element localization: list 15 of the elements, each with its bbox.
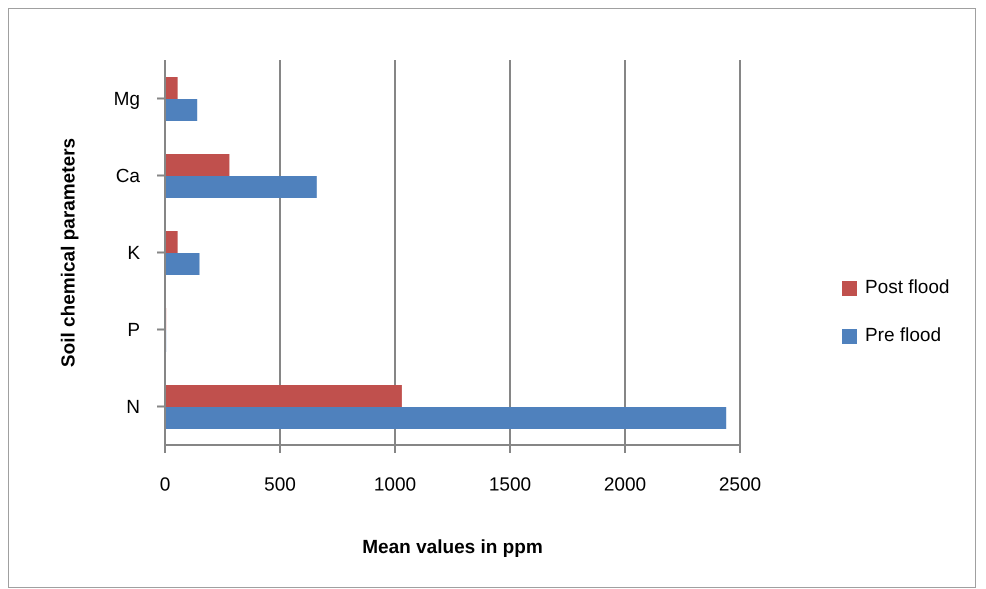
x-tick-label: 1000 — [374, 474, 416, 496]
y-tick-label: Ca — [116, 166, 140, 188]
y-axis-title: Soil chemical parameters — [58, 138, 80, 368]
x-tick-label: 2000 — [604, 474, 646, 496]
x-tick-label: 0 — [160, 474, 170, 496]
legend-label: Post flood — [865, 277, 950, 299]
x-tick-label: 1500 — [488, 474, 532, 496]
legend-label: Pre flood — [865, 325, 942, 347]
y-tick-label: Mg — [114, 89, 140, 110]
x-tick-label: 500 — [264, 474, 296, 496]
x-tick-label: 2500 — [718, 474, 762, 496]
y-tick-label: P — [127, 320, 140, 342]
y-tick-label: N — [126, 397, 140, 418]
y-tick-label: K — [127, 243, 140, 264]
x-axis-title: Mean values in ppm — [362, 537, 543, 558]
